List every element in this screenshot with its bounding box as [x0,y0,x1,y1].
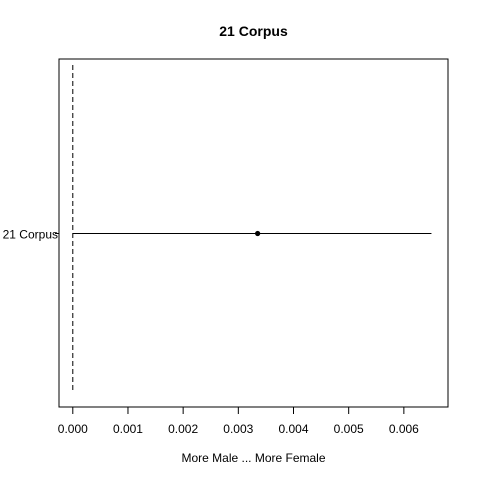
row-label: 21 Corpus [3,228,58,242]
x-tick-label: 0.005 [334,422,364,436]
chart-title: 21 Corpus [219,23,288,39]
x-axis-label: More Male ... More Female [181,451,325,465]
x-tick-label: 0.004 [278,422,308,436]
point-estimate [255,230,261,237]
x-tick-label: 0.006 [389,422,419,436]
x-tick-label: 0.000 [58,422,88,436]
x-tick-label: 0.003 [223,422,253,436]
x-tick-label: 0.002 [168,422,198,436]
x-tick-label: 0.001 [113,422,143,436]
